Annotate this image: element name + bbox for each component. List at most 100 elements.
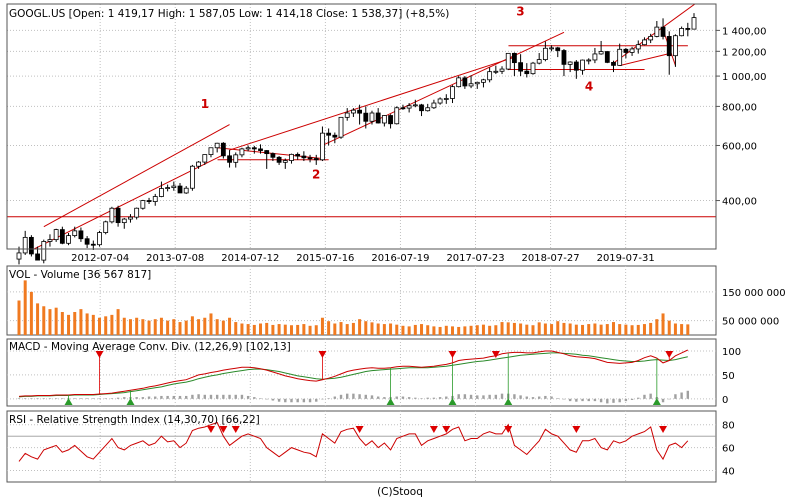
volume-bar	[215, 319, 219, 335]
candle-body	[456, 77, 462, 88]
volume-bar	[475, 325, 479, 335]
volume-bar	[110, 314, 114, 335]
volume-bar	[611, 322, 615, 335]
macd-sell-marker	[318, 351, 327, 358]
macd-histogram-bar	[401, 396, 405, 399]
macd-histogram-bar	[17, 398, 21, 399]
candle-body	[381, 115, 387, 124]
candle-body	[660, 26, 666, 37]
candle-body	[499, 68, 505, 72]
price-trendline	[43, 124, 230, 228]
volume-bar	[48, 309, 52, 335]
rsi-sell-marker	[504, 426, 513, 433]
candle-body	[78, 230, 84, 240]
volume-bar	[246, 324, 250, 335]
macd-histogram-bar	[562, 398, 566, 400]
volume-bar	[283, 324, 287, 335]
volume-bar	[228, 317, 232, 335]
volume-bar	[463, 326, 467, 335]
volume-bar	[85, 313, 89, 335]
volume-bar	[252, 324, 256, 335]
candle-body	[227, 155, 232, 163]
volume-bar	[289, 325, 293, 335]
candle-body	[450, 86, 455, 99]
macd-histogram-bar	[668, 398, 671, 400]
macd-panel-title: MACD - Moving Average Conv. Div. (12,26,…	[9, 341, 291, 353]
candle-body	[208, 147, 214, 156]
volume-bar	[364, 321, 368, 335]
macd-histogram-bar	[203, 394, 206, 399]
volume-bar	[413, 324, 417, 335]
volume-bar	[302, 324, 306, 335]
candle-body	[580, 59, 585, 71]
price-x-tick-label: 2017-07-23	[446, 253, 504, 264]
price-trendlines	[32, 4, 696, 249]
volume-bar	[184, 320, 188, 335]
volume-bar	[395, 324, 399, 335]
candle-body	[313, 158, 319, 161]
candle-body	[233, 154, 239, 163]
macd-histogram-bar	[172, 395, 176, 399]
candle-body	[400, 107, 406, 110]
macd-histogram-bar	[432, 397, 436, 399]
volume-bar	[655, 319, 659, 335]
candle-body	[66, 235, 71, 244]
macd-histogram-bar	[290, 398, 293, 403]
macd-histogram-bar	[209, 394, 213, 399]
rsi-sell-marker	[355, 426, 364, 433]
volume-panel-frame	[6, 265, 717, 336]
volume-bar	[23, 280, 27, 335]
volume-bar	[680, 324, 684, 335]
macd-histogram-bar	[215, 394, 219, 399]
candle-body	[140, 200, 146, 209]
candle-body	[103, 221, 109, 233]
volume-bar	[426, 325, 430, 335]
price-panel-frame	[6, 3, 717, 250]
price-chart-title: GOOGL.US [Open: 1 419,17 High: 1 587,05 …	[9, 8, 449, 20]
macd-histogram-bar	[395, 396, 398, 399]
volume-bar	[376, 323, 380, 335]
candle-body	[357, 109, 362, 114]
volume-bar	[519, 323, 523, 335]
rsi-y-tick-label: 60	[722, 444, 735, 455]
volume-bar	[159, 317, 163, 335]
macd-histogram-bar	[321, 398, 324, 400]
candle-body	[443, 98, 449, 100]
price-y-tick-label: 400,00	[722, 197, 757, 208]
candle-body	[121, 218, 127, 224]
macd-histogram-bar	[445, 396, 448, 399]
rsi-panel: 40 60 80	[6, 410, 735, 483]
volume-bar	[203, 317, 207, 335]
rsi-sell-marker	[219, 426, 228, 433]
price-annotations: 1 2 3 4	[201, 5, 593, 182]
macd-sell-marker	[665, 351, 674, 358]
volume-bar	[36, 303, 40, 335]
candle-body	[134, 207, 140, 218]
candle-body	[629, 48, 635, 53]
volume-bar	[358, 319, 362, 335]
candle-body	[611, 61, 616, 66]
macd-histogram-bar	[624, 398, 628, 402]
candle-body	[573, 61, 579, 71]
candle-body	[388, 115, 393, 125]
candle-body	[561, 50, 567, 65]
volume-bar	[265, 322, 269, 335]
volume-bar	[537, 322, 541, 335]
candle-body	[406, 105, 412, 109]
volume-bar	[104, 316, 108, 335]
volume-bar	[153, 319, 157, 335]
candle-body	[542, 47, 548, 60]
price-x-tick-label: 2016-07-19	[371, 253, 429, 264]
macd-histogram-bar	[234, 394, 237, 399]
macd-histogram-bar	[228, 394, 231, 399]
volume-bar	[98, 317, 102, 335]
candle-body	[146, 200, 152, 202]
macd-histogram-bar	[575, 398, 578, 402]
candle-body	[320, 132, 325, 161]
candle-body	[635, 44, 641, 50]
volume-bar	[308, 325, 312, 335]
price-x-tick-label: 2018-07-27	[522, 253, 580, 264]
volume-bar	[382, 324, 386, 335]
candle-body	[326, 132, 332, 136]
